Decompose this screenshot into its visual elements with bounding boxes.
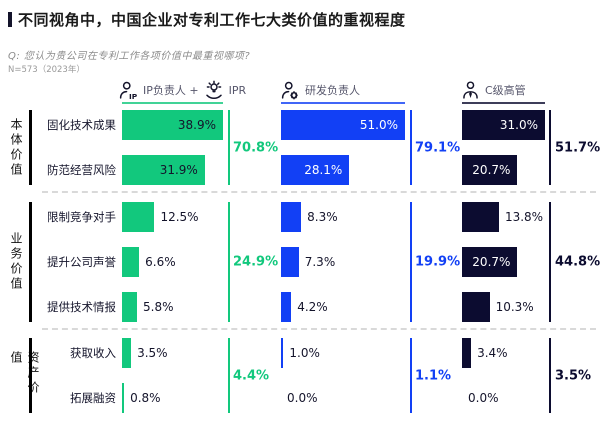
sample-size-note: N=573（2023年） [8, 65, 85, 75]
group-label: 本体价值 [9, 117, 23, 178]
subtotal-line [228, 338, 230, 413]
bar-value-label: 7.3% [304, 255, 336, 269]
row-label: 提供技术情报 [47, 300, 116, 314]
subtotal-value: 19.9% [415, 254, 461, 270]
bar [122, 202, 155, 232]
subtotal-value: 1.1% [415, 368, 452, 383]
bar [462, 155, 518, 185]
legend-label: 研发负责人 [305, 84, 360, 97]
bar-value-label: 20.7% [472, 163, 511, 177]
subtotal-value: 3.5% [555, 368, 592, 383]
bar-value-label: 0.0% [287, 391, 318, 405]
row-label: 防范经营风险 [47, 163, 116, 177]
legend-rnd-owner: 研发负责人 [280, 78, 360, 102]
group-label: 业务价值 [9, 232, 23, 292]
subtotal-line [549, 338, 551, 413]
title-accent-bar [8, 12, 12, 27]
person-ip-icon: IP [118, 80, 139, 101]
bar [122, 338, 132, 368]
bar-value-label: 51.0% [359, 118, 398, 132]
bulb-hand-icon [203, 80, 225, 101]
bar [281, 202, 302, 232]
bar-value-label: 38.9% [177, 118, 216, 132]
subtotal-line [549, 202, 551, 322]
bar [122, 383, 125, 413]
bar [281, 338, 284, 368]
legend-underline [281, 102, 405, 104]
bar [281, 247, 299, 277]
bar-value-label: 10.3% [495, 300, 534, 314]
bar [462, 110, 545, 140]
bar-value-label: 5.8% [143, 300, 174, 314]
legend-ip-owner: IP IP负责人 + IPR [118, 78, 246, 102]
bar-value-label: 3.5% [137, 346, 168, 360]
subtotal-value: 79.1% [415, 140, 461, 155]
svg-text:IP: IP [129, 91, 138, 100]
page-title: 不同视角中，中国企业对专利工作七大类价值的重视程度 [18, 11, 406, 29]
bar [122, 155, 205, 185]
legend-label: IP负责人 + [143, 84, 199, 97]
bar [122, 110, 223, 140]
subtotal-line [228, 110, 230, 185]
bar-value-label: 13.8% [504, 210, 544, 224]
bar [122, 247, 140, 277]
bar [462, 202, 499, 232]
bar-value-label: 31.0% [499, 118, 538, 132]
bar [281, 292, 292, 322]
bar-value-label: 0.0% [468, 391, 499, 405]
bar-value-label: 12.5% [160, 210, 199, 224]
legend-underline [462, 102, 545, 104]
row-label: 提升公司声誉 [47, 255, 116, 269]
bar-value-label: 31.9% [159, 163, 198, 177]
group-separator [42, 191, 596, 193]
row-label: 拓展融资 [70, 391, 116, 405]
subtotal-line [410, 110, 412, 185]
bar-value-label: 20.7% [472, 255, 511, 269]
bar-value-label: 28.1% [304, 163, 343, 177]
group-separator [42, 328, 596, 330]
subtotal-line [410, 202, 412, 322]
bar [462, 338, 472, 368]
bar-value-label: 8.3% [307, 210, 338, 224]
bar-value-label: 0.8% [130, 391, 161, 405]
row-label: 固化技术成果 [47, 118, 116, 132]
subtotal-line [410, 338, 412, 413]
legend-label: C级高管 [485, 84, 526, 97]
legend-underline [122, 102, 223, 104]
bar-value-label: 4.2% [297, 300, 328, 314]
bar-value-label: 1.0% [289, 346, 320, 360]
group-axis-line [29, 202, 32, 322]
person-tie-icon [460, 80, 481, 101]
subtotal-line [549, 110, 551, 185]
row-label: 限制竞争对手 [47, 210, 116, 224]
subtotal-value: 24.9% [233, 254, 279, 270]
bar [462, 247, 518, 277]
group-axis-line [29, 338, 32, 413]
group-axis-line [29, 110, 32, 185]
bar [281, 155, 350, 185]
bar [281, 110, 405, 140]
bar-value-label: 3.4% [477, 346, 508, 360]
person-gear-icon [280, 80, 301, 101]
subtotal-value: 4.4% [233, 368, 270, 383]
subtotal-value: 70.8% [233, 140, 279, 155]
title-row: 不同视角中，中国企业对专利工作七大类价值的重视程度 [8, 9, 406, 30]
bar [122, 292, 138, 322]
survey-question: Q: 您认为贵公司在专利工作各项价值中最重视哪项? [8, 51, 251, 62]
legend-c-level: C级高管 [460, 78, 526, 102]
subtotal-value: 44.8% [555, 254, 600, 270]
legend-label: IPR [228, 83, 247, 97]
subtotal-value: 51.7% [555, 140, 600, 155]
row-label: 获取收入 [70, 346, 116, 360]
bar [462, 292, 490, 322]
subtotal-line [228, 202, 230, 322]
bar-value-label: 6.6% [145, 255, 176, 269]
